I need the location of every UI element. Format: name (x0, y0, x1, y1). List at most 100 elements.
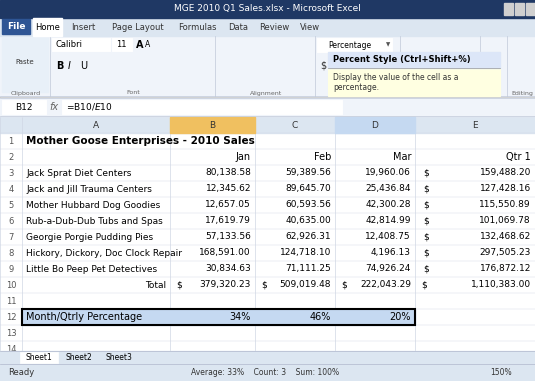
Text: Insert: Insert (71, 22, 96, 32)
Text: $: $ (423, 248, 429, 258)
Text: 30,834.63: 30,834.63 (205, 264, 251, 274)
Text: Clipboard: Clipboard (11, 91, 41, 96)
Text: Qtr 1: Qtr 1 (506, 152, 531, 162)
Text: 14: 14 (6, 344, 16, 354)
Text: A: A (145, 40, 150, 49)
Text: Display the value of the cell as a: Display the value of the cell as a (333, 72, 458, 82)
Text: A: A (136, 40, 143, 50)
Text: Jan: Jan (236, 152, 251, 162)
Text: 4,196.13: 4,196.13 (371, 248, 411, 258)
Text: $: $ (423, 264, 429, 274)
Text: $: $ (421, 280, 427, 290)
Bar (22, 309, 415, 325)
Bar (332, 57, 346, 71)
Text: 12,345.62: 12,345.62 (205, 184, 251, 194)
Text: C: C (292, 120, 298, 130)
Text: 6: 6 (9, 216, 14, 226)
Bar (2, 19, 30, 34)
Bar (100, 352, 138, 363)
Text: Percentage: Percentage (328, 40, 372, 50)
Bar (0, 98, 535, 116)
Text: 8: 8 (9, 248, 14, 258)
Text: Mother Hubbard Dog Goodies: Mother Hubbard Dog Goodies (26, 200, 160, 210)
Text: 12: 12 (6, 312, 16, 322)
Text: Sheet1: Sheet1 (26, 354, 52, 362)
Text: Mother Goose Enterprises - 2010 Sales: Mother Goose Enterprises - 2010 Sales (26, 136, 255, 146)
Text: 168,591.00: 168,591.00 (200, 248, 251, 258)
Bar (52, 38, 110, 51)
Text: 101,069.78: 101,069.78 (479, 216, 531, 226)
Text: 115,550.89: 115,550.89 (479, 200, 531, 210)
Bar (0, 364, 535, 381)
Text: Average: 33%    Count: 3    Sum: 100%: Average: 33% Count: 3 Sum: 100% (191, 368, 339, 377)
Text: 46%: 46% (310, 312, 331, 322)
Text: 13: 13 (6, 328, 16, 338)
Text: Alignment: Alignment (250, 91, 282, 96)
Text: 1: 1 (9, 136, 13, 146)
Text: 11: 11 (116, 40, 126, 49)
Text: $: $ (423, 168, 429, 178)
Bar (328, 52, 500, 68)
Text: Formulas: Formulas (178, 22, 216, 32)
Text: Page Layout: Page Layout (112, 22, 163, 32)
Text: Rub-a-Dub-Dub Tubs and Spas: Rub-a-Dub-Dub Tubs and Spas (26, 216, 163, 226)
Bar (317, 38, 392, 52)
Text: B: B (56, 61, 63, 71)
Text: U: U (80, 61, 87, 71)
Text: $: $ (423, 184, 429, 194)
Bar (20, 352, 58, 363)
Text: Percent Style (Ctrl+Shift+%): Percent Style (Ctrl+Shift+%) (333, 56, 471, 64)
Text: 57,133.56: 57,133.56 (205, 232, 251, 242)
Text: 59,389.56: 59,389.56 (285, 168, 331, 178)
Text: 42,300.28: 42,300.28 (365, 200, 411, 210)
Text: 4: 4 (9, 184, 13, 194)
Text: 12,408.75: 12,408.75 (365, 232, 411, 242)
Text: File: File (7, 22, 25, 31)
Bar (335, 117, 415, 133)
Text: 176,872.12: 176,872.12 (479, 264, 531, 274)
Bar (0, 117, 535, 133)
Text: 379,320.23: 379,320.23 (200, 280, 251, 290)
Text: A: A (93, 120, 99, 130)
Text: Home: Home (35, 22, 60, 32)
Text: Sheet3: Sheet3 (105, 354, 133, 362)
Text: $: $ (176, 280, 182, 290)
Text: %: % (334, 59, 344, 69)
Text: ,: , (350, 60, 354, 70)
Text: 5: 5 (9, 200, 13, 210)
Text: Feb: Feb (314, 152, 331, 162)
Text: percentage.: percentage. (333, 83, 379, 91)
Text: Cells: Cells (487, 91, 502, 96)
Text: 89,645.70: 89,645.70 (285, 184, 331, 194)
Text: D: D (372, 120, 378, 130)
Text: 25,436.84: 25,436.84 (365, 184, 411, 194)
Text: 2: 2 (9, 152, 13, 162)
Bar (62, 100, 342, 114)
Bar (0, 351, 535, 364)
Text: $: $ (423, 216, 429, 226)
Text: 10: 10 (6, 280, 16, 290)
Bar (22, 309, 415, 325)
Text: 150%: 150% (490, 368, 511, 377)
Bar (526, 3, 535, 15)
Text: 34%: 34% (230, 312, 251, 322)
Text: 9: 9 (9, 264, 13, 274)
Text: Editing: Editing (511, 91, 533, 96)
Text: 60,593.56: 60,593.56 (285, 200, 331, 210)
Text: B: B (209, 120, 216, 130)
Text: 16: 16 (6, 376, 16, 381)
Text: 132,468.62: 132,468.62 (480, 232, 531, 242)
Text: 11: 11 (6, 296, 16, 306)
Bar (0, 117, 535, 381)
Bar (328, 52, 500, 96)
Text: 509,019.48: 509,019.48 (279, 280, 331, 290)
Text: Calibri: Calibri (56, 40, 83, 49)
Text: Month/Qtrly Percentage: Month/Qtrly Percentage (26, 312, 142, 322)
Text: Hickory, Dickory, Doc Clock Repair: Hickory, Dickory, Doc Clock Repair (26, 248, 182, 258)
Text: B12: B12 (16, 102, 33, 112)
Text: ▼: ▼ (386, 43, 390, 48)
Bar (515, 3, 524, 15)
Text: 17,619.79: 17,619.79 (205, 216, 251, 226)
Text: Jack Sprat Diet Centers: Jack Sprat Diet Centers (26, 168, 132, 178)
Text: 124,718.10: 124,718.10 (280, 248, 331, 258)
